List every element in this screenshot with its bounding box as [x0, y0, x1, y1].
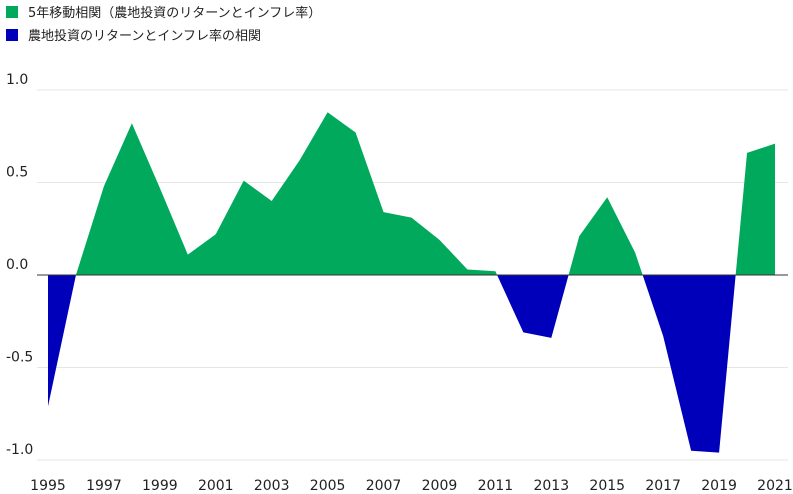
x-tick-label: 2021	[757, 478, 793, 494]
x-tick-label: 1995	[30, 478, 66, 494]
y-tick-label: -1.0	[6, 442, 33, 458]
legend: 5年移動相関（農地投資のリターンとインフレ率） 農地投資のリターンとインフレ率の…	[6, 0, 321, 46]
legend-item-correlation[interactable]: 農地投資のリターンとインフレ率の相関	[6, 23, 321, 46]
legend-swatch-green	[6, 5, 18, 18]
x-tick-label: 2013	[533, 478, 569, 494]
x-tick-label: 2009	[422, 478, 458, 494]
x-tick-label: 2005	[310, 478, 346, 494]
area-series	[48, 112, 775, 453]
x-tick-label: 2015	[589, 478, 625, 494]
area-positive-segment	[75, 112, 498, 275]
y-tick-label: 0.5	[6, 165, 28, 181]
legend-label: 農地投資のリターンとインフレ率の相関	[28, 29, 261, 44]
y-tick-label: 0.0	[6, 257, 28, 273]
grid-lines	[37, 89, 788, 461]
legend-item-rolling-correlation[interactable]: 5年移動相関（農地投資のリターンとインフレ率）	[6, 0, 321, 23]
x-tick-label: 2019	[701, 478, 737, 494]
x-tick-label: 2003	[254, 478, 290, 494]
legend-label: 5年移動相関（農地投資のリターンとインフレ率）	[28, 6, 322, 21]
x-tick-label: 2011	[478, 478, 514, 494]
y-tick-label: 1.0	[6, 72, 28, 88]
area-negative-segment	[497, 275, 569, 338]
x-tick-label: 2001	[198, 478, 234, 494]
area-negative-segment	[642, 275, 736, 453]
area-positive-segment	[735, 143, 775, 275]
x-tick-label: 1999	[142, 478, 178, 494]
area-negative-segment	[48, 275, 76, 407]
y-tick-label: -0.5	[6, 350, 33, 366]
area-positive-segment	[568, 197, 643, 275]
x-tick-label: 2017	[645, 478, 681, 494]
x-tick-label: 2007	[366, 478, 402, 494]
legend-swatch-blue	[6, 28, 18, 41]
axes: 1.0 0.5 0.0 -0.5 -1.0 1995 1997 1999 2001 2003 200…	[6, 72, 793, 494]
x-tick-label: 1997	[86, 478, 122, 494]
